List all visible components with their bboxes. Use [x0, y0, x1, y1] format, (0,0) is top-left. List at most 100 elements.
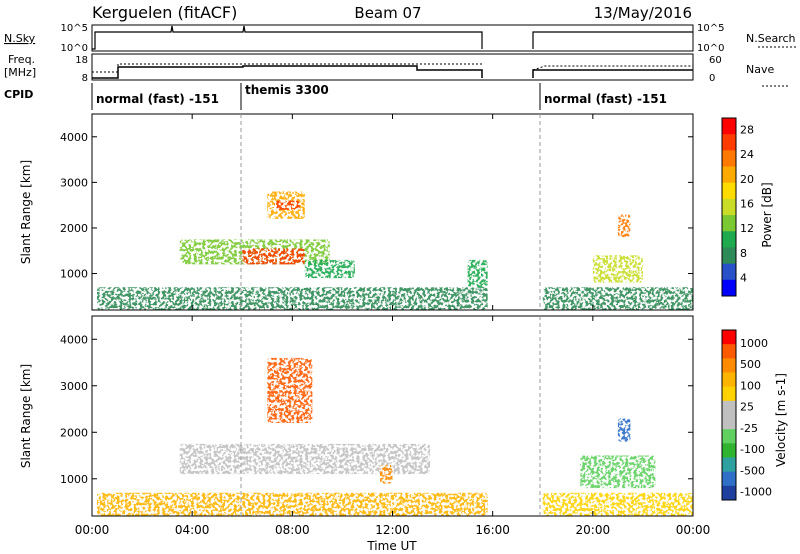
power-colorbar-swatch — [722, 279, 736, 297]
velocity-colorbar-frame — [721, 329, 737, 501]
nave-trace — [92, 63, 693, 73]
date-title: 13/May/2016 — [594, 4, 692, 22]
power-echo-region — [97, 287, 488, 310]
velocity-colorbar-swatch — [722, 344, 736, 359]
velocity-echo-region — [542, 492, 693, 516]
nsky-tick-bottom: 10^0 — [61, 43, 88, 54]
cpid-label: CPID — [4, 88, 33, 101]
power-colorbar-tick: 24 — [740, 148, 754, 161]
nsky-trace — [92, 25, 693, 50]
power-ytick-label: 2000 — [60, 222, 88, 235]
xtick-label: 04:00 — [175, 523, 210, 537]
xtick-label: 16:00 — [475, 523, 510, 537]
power-y-axis: 1000 2000 3000 4000 — [60, 131, 693, 281]
power-data-layer — [97, 191, 693, 310]
velocity-colorbar-swatch — [722, 400, 736, 416]
velocity-colorbar-tick: 1000 — [740, 337, 768, 350]
freq-panel: Freq. [MHz] 18 8 60 0 Nave — [4, 53, 790, 87]
velocity-panel: 1000 2000 3000 4000 Slant Range [km] 1000 50… — [19, 315, 788, 517]
power-colorbar-swatch — [722, 150, 736, 168]
cpid-panel: CPID normal (fast) -151 themis 3300 norm… — [4, 83, 667, 110]
velocity-colorbar: 1000 500 100 25 -25 -100 -500 -1000 — [721, 329, 772, 501]
power-colorbar-tick: 28 — [740, 123, 754, 136]
power-colorbar-swatch — [722, 215, 736, 232]
velocity-colorbar-tick: 500 — [740, 358, 761, 371]
power-colorbar-swatch — [722, 231, 736, 248]
velocity-echo-region — [267, 357, 313, 423]
power-echo-region — [304, 259, 355, 279]
velocity-y-axis: 1000 2000 3000 4000 — [60, 333, 693, 486]
nsky-panel: N.Sky 10^5 10^0 10^5 10^0 N.Search — [4, 23, 796, 54]
nsearch-tick-bottom: 10^0 — [697, 43, 724, 54]
power-ytick-label: 4000 — [60, 131, 88, 144]
nsearch-label: N.Search — [746, 32, 796, 45]
velocity-colorbar-swatch — [722, 457, 736, 473]
power-colorbar-tick: 20 — [740, 173, 754, 186]
velocity-colorbar-tick: -100 — [740, 443, 765, 456]
freq-trace — [92, 65, 693, 79]
freq-tick-bottom: 8 — [82, 73, 88, 84]
velocity-echo-region — [379, 464, 393, 484]
power-colorbar-frame — [721, 117, 737, 297]
velocity-colorbar-swatch — [722, 429, 736, 444]
power-colorbar-swatch — [722, 118, 736, 135]
velocity-ytick-label: 4000 — [60, 333, 88, 346]
velocity-colorbar-swatch — [722, 415, 736, 430]
power-echo-region — [242, 248, 305, 265]
power-colorbar-swatch — [722, 166, 736, 184]
velocity-colorbar-tick: -1000 — [740, 486, 772, 499]
cpid-segment-3: normal (fast) -151 — [544, 92, 667, 106]
cpid-segment-1: normal (fast) -151 — [96, 92, 219, 106]
power-echo-region — [467, 259, 488, 288]
nave-tick-top: 60 — [709, 55, 722, 66]
freq-tick-top: 18 — [75, 55, 88, 66]
velocity-colorbar-label: Velocity [m s-1] — [774, 373, 788, 467]
cpid-segment-2: themis 3300 — [245, 83, 329, 97]
power-colorbar-label: Power [dB] — [760, 182, 774, 247]
velocity-colorbar-swatch — [722, 386, 736, 402]
power-ytick-label: 3000 — [60, 176, 88, 189]
velocity-colorbar-swatch — [722, 485, 736, 501]
power-colorbar-swatch — [722, 247, 736, 265]
power-panel: 1000 2000 3000 4000 Slant Range [km] 4 8 12 16… — [19, 113, 774, 311]
power-colorbar-swatch — [722, 198, 736, 216]
beam-title: Beam 07 — [354, 4, 421, 22]
velocity-echo-region — [617, 418, 631, 442]
velocity-ytick-label: 2000 — [60, 426, 88, 439]
velocity-colorbar-swatch — [722, 471, 736, 487]
velocity-echo-region — [97, 492, 488, 516]
velocity-ytick-label: 3000 — [60, 380, 88, 393]
velocity-colorbar-swatch — [722, 372, 736, 388]
xtick-label: 12:00 — [375, 523, 410, 537]
velocity-echo-region — [179, 443, 431, 475]
power-colorbar-tick: 12 — [740, 222, 754, 235]
velocity-data-layer — [97, 357, 693, 516]
time-x-axis: 00:00 04:00 08:00 12:00 16:00 20:00 00:00 — [75, 114, 711, 537]
power-colorbar-swatch — [722, 134, 736, 151]
xtick-label: 20:00 — [576, 523, 611, 537]
time-xlabel: Time UT — [366, 539, 417, 553]
power-echo-region — [617, 214, 631, 238]
velocity-echo-region — [580, 455, 656, 489]
power-echo-region — [542, 287, 693, 310]
velocity-colorbar-tick: 25 — [740, 401, 754, 414]
xtick-label: 08:00 — [275, 523, 310, 537]
freq-label-line2: [MHz] — [4, 66, 36, 79]
power-colorbar-tick: 16 — [740, 197, 754, 210]
nsearch-tick-top: 10^5 — [697, 23, 724, 34]
freq-label-line1: Freq. — [8, 53, 35, 66]
power-colorbar-tick: 8 — [740, 247, 747, 260]
xtick-label: 00:00 — [676, 523, 711, 537]
power-colorbar-swatch — [722, 263, 736, 281]
velocity-colorbar-tick: -500 — [740, 464, 765, 477]
power-colorbar: 4 8 12 16 20 24 28 — [721, 117, 754, 297]
power-colorbar-swatch — [722, 182, 736, 200]
xtick-label: 00:00 — [75, 523, 110, 537]
velocity-colorbar-tick: -25 — [740, 422, 758, 435]
station-title: Kerguelen (fitACF) — [92, 3, 237, 22]
nsky-label: N.Sky — [4, 32, 36, 45]
velocity-ytick-label: 1000 — [60, 473, 88, 486]
nave-tick-bottom: 0 — [709, 73, 715, 84]
velocity-ylabel: Slant Range [km] — [19, 364, 33, 468]
